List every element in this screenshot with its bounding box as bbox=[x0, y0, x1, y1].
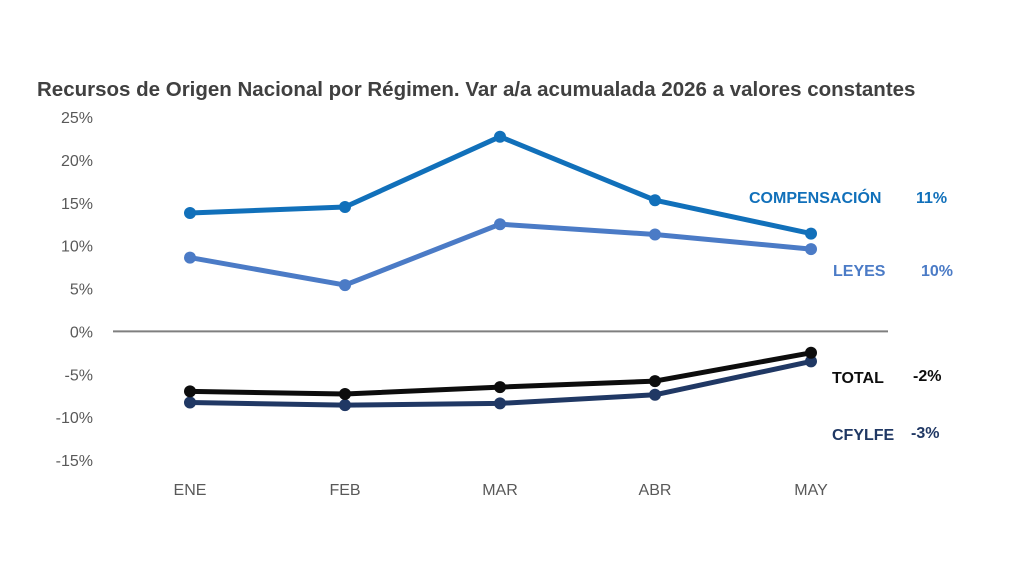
data-point bbox=[649, 228, 661, 241]
series-value-label: -2% bbox=[913, 368, 941, 385]
y-tick-label: 5% bbox=[70, 282, 93, 299]
y-tick-label: -5% bbox=[65, 367, 93, 384]
series-name-label: CFYLFE bbox=[832, 427, 895, 444]
series-leyes bbox=[184, 218, 817, 292]
series-compensación bbox=[184, 130, 817, 240]
data-point bbox=[805, 346, 817, 359]
x-axis: ENE FEB MAR ABR MAY bbox=[174, 482, 829, 499]
x-tick-label: ABR bbox=[639, 482, 672, 499]
data-point bbox=[339, 201, 351, 213]
series-name-label: LEYES bbox=[833, 263, 886, 280]
y-tick-label: 20% bbox=[61, 153, 93, 170]
series-labels: COMPENSACIÓN 11% LEYES 10% TOTAL -2% CFYLFE -3% bbox=[749, 188, 953, 444]
data-point bbox=[649, 375, 661, 388]
data-point bbox=[805, 227, 817, 240]
data-point bbox=[339, 399, 351, 412]
x-tick-label: MAR bbox=[482, 482, 518, 499]
x-tick-label: ENE bbox=[174, 482, 207, 499]
data-point bbox=[494, 218, 506, 231]
data-point bbox=[494, 397, 506, 410]
y-axis: 25% 20% 15% 10% 5% 0% -5% -10% -15% bbox=[56, 110, 93, 470]
y-tick-label: -10% bbox=[56, 410, 93, 427]
chart-title: Recursos de Origen Nacional por Régimen.… bbox=[37, 78, 915, 101]
data-point bbox=[805, 355, 817, 368]
y-tick-label: 10% bbox=[61, 239, 93, 256]
data-point bbox=[805, 243, 817, 256]
data-point bbox=[184, 251, 196, 264]
data-point bbox=[339, 388, 351, 400]
x-tick-label: FEB bbox=[329, 482, 360, 499]
data-point bbox=[649, 194, 661, 207]
series-name-label: COMPENSACIÓN bbox=[749, 188, 881, 207]
data-point bbox=[184, 385, 196, 398]
y-tick-label: 0% bbox=[70, 324, 93, 341]
series-total bbox=[184, 346, 817, 400]
y-tick-label: -15% bbox=[56, 453, 93, 470]
series-line bbox=[187, 221, 814, 288]
data-point bbox=[494, 381, 506, 394]
series-value-label: 10% bbox=[921, 263, 953, 280]
data-point bbox=[494, 130, 506, 143]
series-value-label: 11% bbox=[916, 190, 947, 207]
series-layer bbox=[184, 130, 817, 412]
data-point bbox=[649, 388, 661, 401]
series-value-label: -3% bbox=[911, 425, 939, 442]
series-cfylfe bbox=[184, 355, 817, 412]
y-tick-label: 15% bbox=[61, 196, 93, 213]
y-tick-label: 25% bbox=[61, 110, 93, 127]
data-point bbox=[339, 279, 351, 292]
x-tick-label: MAY bbox=[794, 482, 828, 499]
data-point bbox=[184, 396, 196, 409]
series-name-label: TOTAL bbox=[832, 370, 884, 387]
data-point bbox=[184, 207, 196, 219]
